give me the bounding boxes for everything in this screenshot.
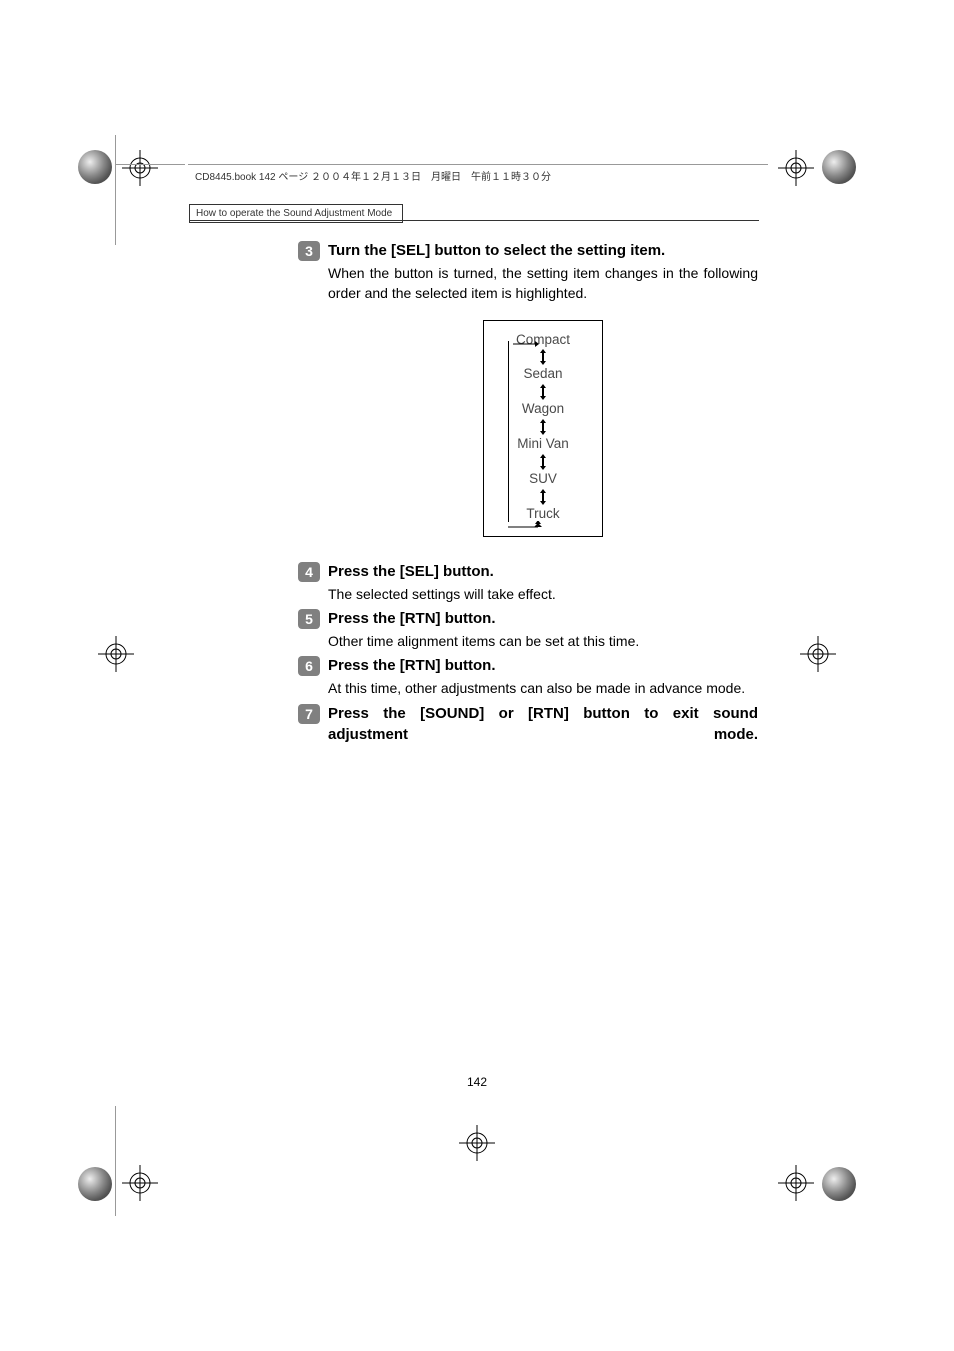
step-number-badge: 5 (298, 609, 320, 629)
flow-item: Sedan (484, 367, 602, 382)
step-number-badge: 6 (298, 656, 320, 676)
step-body: Press the [RTN] button.At this time, oth… (328, 655, 758, 698)
reg-crosshair-bl (120, 1163, 160, 1203)
page-container: CD8445.book 142 ページ ２００４年１２月１３日 月曜日 午前１１… (0, 0, 954, 1351)
step-number-badge: 7 (298, 704, 320, 724)
flow-item: SUV (484, 472, 602, 487)
step-number-badge: 3 (298, 241, 320, 261)
reg-crosshair-mr (798, 634, 838, 674)
page-number: 142 (0, 1075, 954, 1089)
step-5: 5 Press the [RTN] button.Other time align… (298, 608, 758, 651)
reg-crosshair-tl (120, 148, 160, 188)
step-description: The selected settings will take effect. (328, 584, 758, 604)
step-number-badge: 4 (298, 562, 320, 582)
header-rule-left (115, 164, 185, 165)
step-7: 7 Press the [SOUND] or [RTN] button to ex… (298, 703, 758, 745)
step-3: 3 Turn the [SEL] button to select the set… (298, 240, 758, 557)
flow-top-arrow (513, 335, 539, 343)
step-title: Turn the [SEL] button to select the sett… (328, 240, 758, 261)
step-body: Press the [RTN] button.Other time alignm… (328, 608, 758, 651)
flow-updown-arrow-icon (484, 419, 602, 435)
flow-updown-arrow-icon (484, 489, 602, 505)
content-area: 3 Turn the [SEL] button to select the set… (298, 240, 758, 749)
step-title: Press the [SEL] button. (328, 561, 758, 582)
header-rule (188, 164, 768, 165)
flow-item: Compact (484, 333, 602, 348)
section-rule (189, 220, 759, 221)
step-description: When the button is turned, the setting i… (328, 263, 758, 304)
reg-sphere-tr (822, 150, 856, 184)
step-description: At this time, other adjustments can also… (328, 678, 758, 698)
reg-sphere-bl (78, 1167, 112, 1201)
step-4: 4 Press the [SEL] button.The selected set… (298, 561, 758, 604)
reg-crosshair-tr (776, 148, 816, 188)
step-body: Press the [SEL] button.The selected sett… (328, 561, 758, 604)
flow-item: Truck (484, 507, 602, 522)
crop-vline-left (115, 135, 116, 245)
reg-crosshair-bc (457, 1123, 497, 1163)
flow-updown-arrow-icon (484, 454, 602, 470)
flow-bottom-hook (508, 518, 542, 526)
flow-return-line (508, 341, 509, 522)
flow-updown-arrow-icon (484, 384, 602, 400)
reg-sphere-br (822, 1167, 856, 1201)
crop-vline-left2 (115, 1106, 116, 1216)
step-title: Press the [RTN] button. (328, 608, 758, 629)
flow-updown-arrow-icon (484, 349, 602, 365)
step-body: Press the [SOUND] or [RTN] button to exi… (328, 703, 758, 745)
reg-sphere-tl (78, 150, 112, 184)
step-6: 6 Press the [RTN] button.At this time, ot… (298, 655, 758, 698)
step-description: Other time alignment items can be set at… (328, 631, 758, 651)
step-title: Press the [SOUND] or [RTN] button to exi… (328, 703, 758, 745)
step-body: Turn the [SEL] button to select the sett… (328, 240, 758, 557)
file-header: CD8445.book 142 ページ ２００４年１２月１３日 月曜日 午前１１… (195, 168, 551, 183)
flow-item: Wagon (484, 402, 602, 417)
step-title: Press the [RTN] button. (328, 655, 758, 676)
reg-crosshair-ml (96, 634, 136, 674)
flow-item: Mini Van (484, 437, 602, 452)
reg-crosshair-br (776, 1163, 816, 1203)
flow-diagram: Compact Sedan Wagon Mini Van SUV Truck (483, 320, 603, 537)
